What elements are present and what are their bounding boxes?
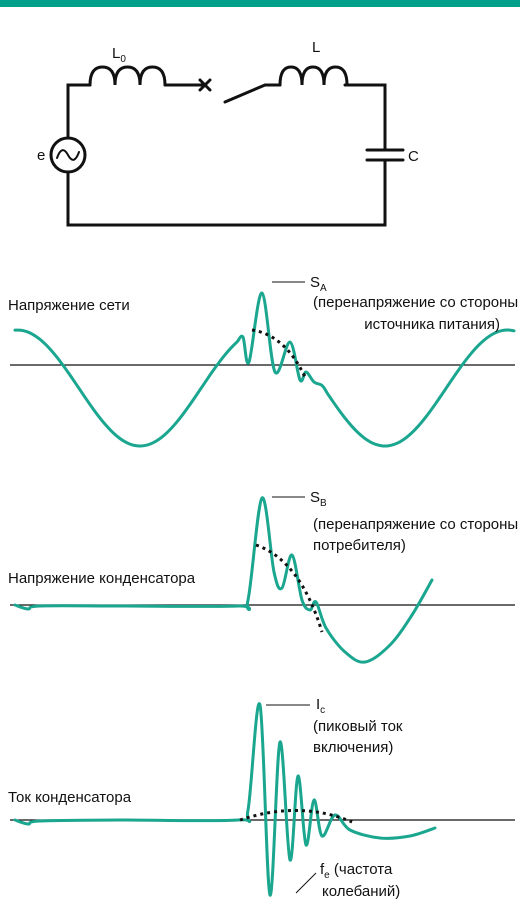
l-label: L [312, 39, 320, 56]
note: источника питания) [364, 316, 500, 333]
inductor-l0 [88, 65, 167, 87]
waveform [13, 702, 437, 897]
graph-label: Ток конденсатора [8, 789, 132, 806]
capacitor [365, 148, 405, 162]
graph-label: Напряжение сети [8, 297, 130, 314]
l0-label: L0 [112, 45, 126, 65]
switch-contact [198, 78, 212, 92]
source-symbol [56, 149, 80, 161]
circuit: L0 L e C [37, 39, 419, 227]
waveform [13, 496, 434, 664]
c-label: C [408, 148, 419, 165]
e-label: e [37, 147, 45, 164]
frequency-label: fe (частота [320, 861, 393, 881]
inductor-l [278, 65, 349, 87]
peak-label: SB [310, 489, 327, 509]
graph-2: Напряжение конденсатора SB (перенапряжен… [8, 489, 518, 664]
waveform [13, 291, 516, 448]
note: (перенапряжение со стороны [313, 516, 518, 533]
graph-label: Напряжение конденсатора [8, 570, 196, 587]
note: (пиковый ток [313, 718, 403, 735]
peak-label: SA [310, 274, 327, 294]
graph-3: Ток конденсатора Ic (пиковый ток включен… [8, 696, 515, 900]
peak-label: Ic [316, 696, 325, 716]
wires [66, 83, 387, 227]
note: потребителя) [313, 537, 406, 554]
source [49, 136, 87, 174]
leader [295, 872, 317, 894]
envelope [251, 328, 307, 378]
note: (перенапряжение со стороны [313, 294, 518, 311]
note: включения) [313, 739, 393, 756]
frequency-label: колебаний) [322, 883, 400, 900]
graph-1: Напряжение сети SA (перенапряжение со ст… [8, 274, 518, 448]
envelope [255, 543, 324, 633]
top-bar [0, 0, 520, 7]
